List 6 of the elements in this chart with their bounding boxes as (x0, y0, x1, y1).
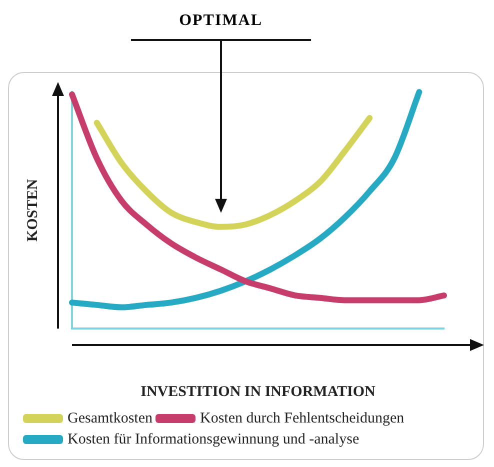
text: OPTIMAL (179, 12, 263, 30)
legend-label: Kosten durch Fehlentscheidungen (200, 410, 405, 426)
legend-label: Gesamtkosten (68, 410, 153, 426)
y-axis-title: KOSTEN (24, 178, 41, 242)
legend-label: Kosten für Informationsgewinnung und -analyse (68, 431, 360, 448)
x-axis-title: INVESTITION IN INFORMATION (140, 384, 376, 400)
